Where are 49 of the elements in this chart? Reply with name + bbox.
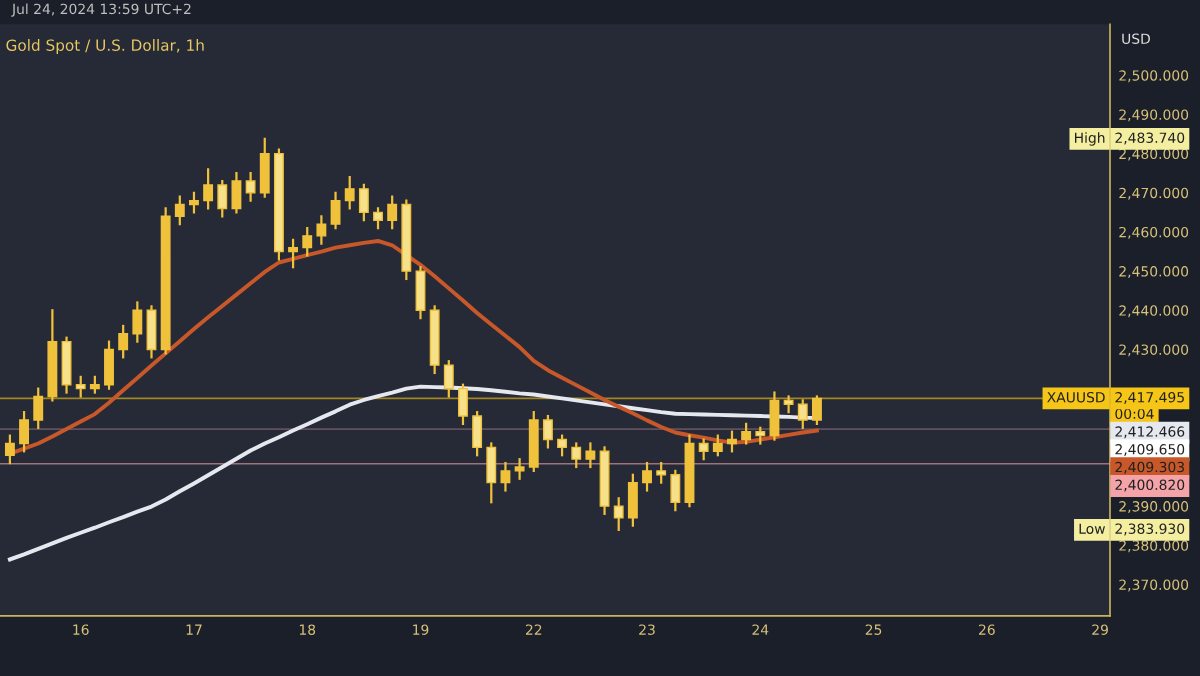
candlestick bbox=[189, 191, 199, 214]
candlestick bbox=[316, 215, 327, 245]
candlestick bbox=[458, 383, 468, 425]
candlestick bbox=[231, 172, 242, 214]
candlestick bbox=[670, 469, 681, 512]
candlestick bbox=[613, 497, 624, 532]
candlestick bbox=[245, 172, 256, 202]
candlestick bbox=[146, 305, 157, 359]
candlestick bbox=[698, 438, 709, 461]
candlestick bbox=[118, 324, 129, 359]
candlestick bbox=[514, 458, 525, 480]
candlestick bbox=[330, 191, 341, 230]
candlestick bbox=[811, 395, 822, 425]
candlestick bbox=[33, 387, 44, 429]
candlestick bbox=[542, 414, 553, 449]
candlestick bbox=[712, 434, 723, 457]
candlestick bbox=[741, 422, 752, 445]
candlestick bbox=[302, 226, 313, 257]
candlestick bbox=[387, 195, 398, 230]
candlestick bbox=[132, 301, 143, 343]
candlestick bbox=[783, 395, 794, 414]
candlestick bbox=[769, 391, 780, 441]
candlestick bbox=[415, 266, 426, 320]
candlestick bbox=[656, 461, 667, 484]
candlestick bbox=[528, 411, 539, 473]
candlestick bbox=[174, 195, 185, 226]
candlestick bbox=[203, 168, 214, 210]
candlestick bbox=[557, 434, 568, 457]
candlestick bbox=[585, 442, 596, 469]
candlestick bbox=[472, 411, 483, 457]
candlestick bbox=[642, 461, 652, 492]
candlestick bbox=[571, 442, 582, 469]
candlestick bbox=[486, 442, 497, 504]
candlestick bbox=[727, 430, 737, 453]
candlestick bbox=[797, 399, 808, 429]
candlestick bbox=[19, 411, 30, 453]
candlestick bbox=[627, 473, 638, 527]
candlestick bbox=[344, 176, 355, 210]
candlestick bbox=[104, 340, 114, 390]
candlestick bbox=[500, 461, 511, 492]
candlestick bbox=[288, 238, 299, 269]
candlestick bbox=[373, 207, 383, 230]
candlestick bbox=[217, 179, 228, 218]
candlestick bbox=[443, 360, 454, 398]
candlestick bbox=[61, 336, 72, 394]
candlestick bbox=[75, 375, 86, 398]
candlestick bbox=[358, 183, 369, 222]
candlestick bbox=[259, 137, 270, 198]
candlestick bbox=[4, 434, 15, 465]
